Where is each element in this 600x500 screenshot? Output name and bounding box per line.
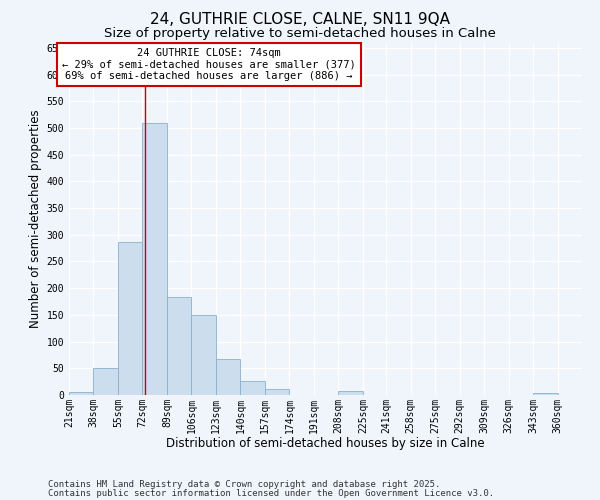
Bar [241, 380, 265, 395]
X-axis label: Distribution of semi-detached houses by size in Calne: Distribution of semi-detached houses by … [166, 437, 485, 450]
Text: Size of property relative to semi-detached houses in Calne: Size of property relative to semi-detach… [104, 28, 496, 40]
Y-axis label: Number of semi-detached properties: Number of semi-detached properties [29, 110, 43, 328]
Bar [265, 388, 289, 395]
Text: 24, GUTHRIE CLOSE, CALNE, SN11 9QA: 24, GUTHRIE CLOSE, CALNE, SN11 9QA [150, 12, 450, 28]
Text: Contains HM Land Registry data © Crown copyright and database right 2025.: Contains HM Land Registry data © Crown c… [48, 480, 440, 489]
Bar [338, 390, 363, 395]
Text: 24 GUTHRIE CLOSE: 74sqm
← 29% of semi-detached houses are smaller (377)
69% of s: 24 GUTHRIE CLOSE: 74sqm ← 29% of semi-de… [62, 48, 356, 81]
Bar [216, 358, 241, 395]
Bar [94, 368, 118, 395]
Bar [533, 394, 557, 395]
Bar [118, 242, 142, 395]
Bar [69, 392, 94, 395]
Bar [142, 122, 167, 395]
Text: Contains public sector information licensed under the Open Government Licence v3: Contains public sector information licen… [48, 489, 494, 498]
Bar [191, 315, 216, 395]
Bar [167, 298, 191, 395]
